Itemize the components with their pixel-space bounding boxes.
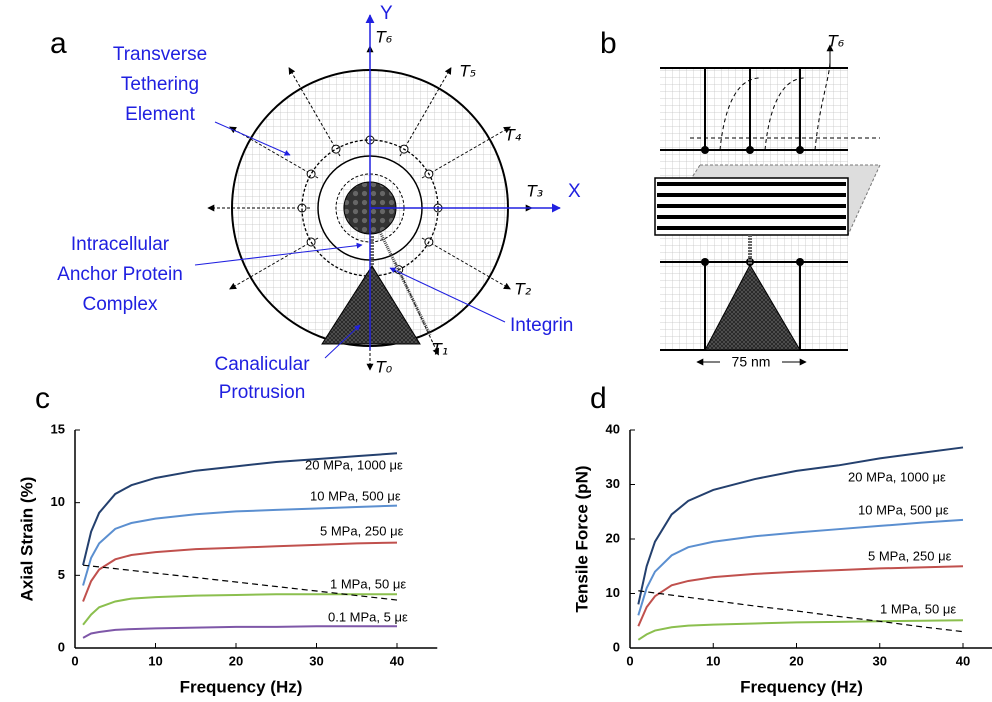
x-tick-label: 0 <box>626 653 633 668</box>
tension-label: T₆ <box>376 28 393 47</box>
filaments <box>657 182 846 230</box>
y-tick-label: 5 <box>58 567 65 582</box>
label: Tethering <box>121 74 199 95</box>
label: Intracellular <box>71 234 170 255</box>
tension-label: T₀ <box>376 358 393 377</box>
tension-label: T₁ <box>432 340 448 359</box>
x-tick-label: 40 <box>390 653 404 668</box>
label: Complex <box>83 294 158 315</box>
tension-label: T₃ <box>527 182 543 201</box>
ray <box>399 67 452 157</box>
tension-label: T₂ <box>515 280 532 299</box>
protrusion <box>704 263 801 351</box>
x-tick-label: 10 <box>706 653 720 668</box>
series-line <box>82 504 398 586</box>
ray <box>229 126 319 179</box>
label: Protrusion <box>219 382 306 403</box>
y-tick-label: 0 <box>613 639 620 654</box>
x-axis-label: Frequency (Hz) <box>180 677 303 696</box>
series-label: 10 MPa, 500 με <box>858 502 949 517</box>
x-tick-label: 30 <box>309 653 323 668</box>
trend-line <box>82 564 398 601</box>
x-tick-label: 10 <box>148 653 162 668</box>
axis-label: X <box>568 181 581 202</box>
tension-label: T₅ <box>460 62 476 81</box>
tension-label: T₆ <box>828 32 845 51</box>
panel-a: a X Y Transverse Tethering Element Intra… <box>50 3 581 403</box>
series-line <box>637 565 964 627</box>
label: Transverse <box>113 44 207 65</box>
x-tick-label: 40 <box>956 653 970 668</box>
series-line <box>637 619 964 641</box>
y-tick-label: 10 <box>606 585 620 600</box>
label: Element <box>125 104 195 125</box>
x-tick-label: 20 <box>229 653 243 668</box>
x-tick-label: 20 <box>789 653 803 668</box>
series-label: 1 MPa, 50 με <box>330 576 406 591</box>
panel-letter: b <box>600 27 617 60</box>
node <box>331 144 341 154</box>
series-line <box>82 625 397 639</box>
pointer <box>214 121 291 156</box>
panel-letter: c <box>35 382 50 415</box>
series-label: 20 MPa, 1000 με <box>305 457 403 472</box>
panel-letter: d <box>590 382 607 415</box>
x-tick-label: 30 <box>873 653 887 668</box>
series-label: 5 MPa, 250 με <box>868 548 952 563</box>
y-tick-label: 40 <box>606 421 620 436</box>
node <box>306 169 316 179</box>
ray <box>229 237 319 290</box>
pointer <box>389 267 506 323</box>
ray <box>421 237 511 290</box>
scale-label: 75 nm <box>732 354 771 370</box>
protrusion <box>321 265 421 345</box>
label: Anchor Protein <box>57 264 183 285</box>
label: Integrin <box>510 315 573 336</box>
y-axis-label: Tensile Force (pN) <box>572 465 591 612</box>
ray <box>394 262 439 356</box>
y-axis-label: Axial Strain (%) <box>17 477 36 602</box>
x-axis-label: Frequency (Hz) <box>740 677 863 696</box>
panel-b: b 75 nm T₆ <box>600 27 881 370</box>
axis-label: Y <box>380 3 393 24</box>
panel-letter: a <box>50 27 67 60</box>
trend-line <box>638 590 964 633</box>
series-line <box>637 518 964 616</box>
ray <box>288 67 341 157</box>
series-label: 10 MPa, 500 με <box>310 488 401 503</box>
series-line <box>82 541 398 602</box>
y-tick-label: 15 <box>51 421 65 436</box>
series-line <box>82 452 398 566</box>
y-tick-label: 0 <box>58 639 65 654</box>
series-label: 0.1 MPa, 5 με <box>328 609 408 624</box>
series-line <box>82 593 397 626</box>
tension-label: T₄ <box>505 126 522 145</box>
pointer <box>324 324 361 359</box>
tension-rays <box>207 45 533 371</box>
series-label: 20 MPa, 1000 με <box>848 469 946 484</box>
y-tick-label: 10 <box>51 494 65 509</box>
x-tick-label: 0 <box>71 653 78 668</box>
y-tick-label: 30 <box>606 476 620 491</box>
series-label: 5 MPa, 250 με <box>320 523 404 538</box>
series-line <box>637 446 964 605</box>
label: Canalicular <box>214 354 310 375</box>
series-label: 1 MPa, 50 με <box>880 601 956 616</box>
y-tick-label: 20 <box>606 530 620 545</box>
ray <box>421 126 511 179</box>
pointer <box>194 242 363 266</box>
